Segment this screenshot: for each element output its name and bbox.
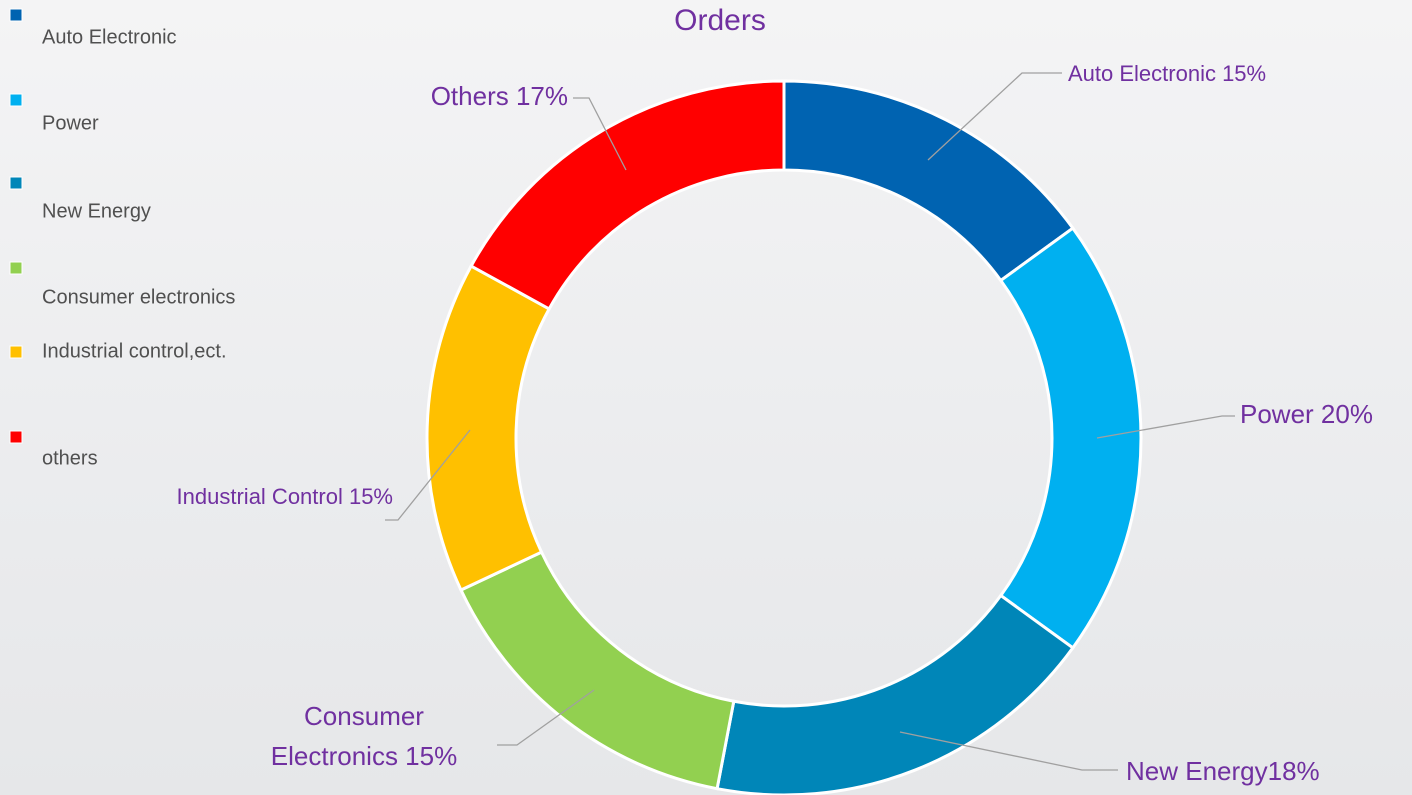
donut-slice (469, 79, 786, 311)
data-label: Power 20% (1240, 399, 1373, 429)
donut-slice (782, 79, 1075, 283)
legend-label: Industrial control,ect. (42, 340, 227, 362)
leader-line (899, 731, 1118, 771)
legend-label: New Energy (42, 200, 151, 222)
chart-title: Orders (674, 4, 766, 37)
leader-line (1096, 415, 1235, 439)
legend-label: others (42, 447, 98, 469)
data-label: Industrial Control 15% (177, 484, 393, 509)
data-label: New Energy18% (1126, 756, 1320, 786)
data-label: Consumer Electronics 15% (271, 701, 457, 771)
legend-label: Auto Electronic (42, 26, 177, 48)
legend-label: Power (42, 112, 99, 134)
legend-marker (9, 345, 23, 359)
donut-slice (425, 263, 552, 592)
donut-slice (458, 550, 736, 791)
data-label: Others 17% (431, 81, 568, 111)
legend-marker (9, 430, 23, 444)
donut-slice (998, 226, 1143, 650)
leader-line (385, 429, 471, 521)
legend-marker (9, 8, 23, 22)
donut-slice (715, 593, 1075, 795)
leader-line (573, 97, 627, 171)
leader-line (927, 72, 1062, 161)
legend-marker (9, 176, 23, 190)
leader-line (497, 689, 595, 746)
legend-label: Consumer electronics (42, 286, 235, 308)
legend-marker (9, 261, 23, 275)
legend-marker (9, 93, 23, 107)
data-label: Auto Electronic 15% (1068, 61, 1266, 86)
